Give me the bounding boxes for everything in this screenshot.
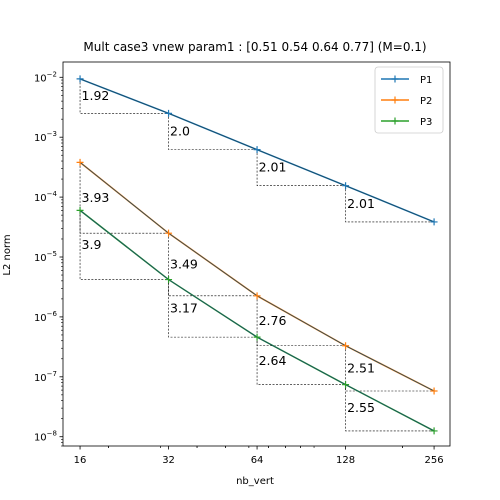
y-tick-base: 10 — [34, 253, 47, 264]
y-tick-exponent: −2 — [47, 70, 57, 78]
slope-label-P1-2: 2.0 — [170, 123, 190, 138]
slope-label-P3-3: 2.64 — [259, 353, 287, 368]
slope-label-P3-1: 3.9 — [82, 237, 102, 252]
y-tick-exponent: −3 — [47, 130, 57, 138]
y-tick-exponent: −6 — [47, 310, 58, 318]
data-point-P3-2 — [165, 276, 173, 284]
data-point-P2-3 — [253, 292, 261, 300]
slope-triangle-P2-4 — [345, 345, 435, 392]
x-tick-label-2: 32 — [162, 455, 175, 466]
data-point-P3-4 — [342, 381, 350, 389]
slope-triangle-P3-4 — [345, 384, 435, 432]
slope-label-P2-4: 2.51 — [347, 360, 375, 375]
x-tick-label-1: 16 — [74, 455, 87, 466]
y-tick-base: 10 — [34, 73, 47, 84]
legend-marker-P2 — [391, 96, 399, 104]
data-point-P1-4 — [342, 182, 350, 190]
plot-area: 1.92 2.0 2.01 2.01 3.93 3.49 2.76 2.51 3.9 3.17 2.… — [34, 61, 451, 466]
y-tick-label-3: 10−6 — [34, 310, 58, 324]
data-point-P3-5 — [430, 427, 438, 435]
y-tick-label-7: 10−2 — [34, 70, 57, 84]
y-tick-exponent: −8 — [47, 430, 57, 438]
slope-triangle-P3-3 — [256, 337, 346, 385]
y-tick-exponent: −7 — [47, 370, 57, 378]
slope-label-P2-2: 3.49 — [170, 256, 198, 271]
data-point-P2-2 — [165, 229, 173, 237]
slope-triangle-P1-2 — [168, 113, 258, 150]
x-tick-label-5: 256 — [425, 455, 444, 466]
legend-label-P2: P2 — [420, 96, 432, 107]
slope-label-P3-4: 2.55 — [347, 400, 375, 415]
slope-label-P3-2: 3.17 — [170, 300, 198, 315]
axes-frame — [62, 61, 451, 447]
data-point-P3-1 — [76, 206, 84, 214]
y-tick-label-6: 10−3 — [34, 130, 57, 144]
data-point-P1-1 — [76, 75, 84, 83]
y-tick-base: 10 — [34, 193, 47, 204]
y-tick-base: 10 — [34, 133, 47, 144]
legend-label-P1: P1 — [420, 75, 432, 86]
slope-label-P1-4: 2.01 — [347, 196, 375, 211]
y-tick-label-1: 10−8 — [34, 430, 57, 444]
y-tick-base: 10 — [34, 313, 47, 324]
slope-triangle-P3-2 — [168, 279, 258, 338]
slope-label-P1-3: 2.01 — [259, 160, 287, 175]
legend-label-P3: P3 — [420, 117, 432, 128]
legend-marker-P1 — [391, 75, 399, 83]
slope-label-P2-1: 3.93 — [82, 190, 110, 205]
slope-label-P2-3: 2.76 — [259, 313, 287, 328]
y-tick-base: 10 — [34, 373, 47, 384]
data-point-P1-3 — [253, 146, 261, 154]
y-tick-exponent: −4 — [47, 190, 58, 198]
data-point-P2-4 — [342, 342, 350, 350]
y-tick-label-2: 10−7 — [34, 370, 57, 384]
data-point-P3-3 — [253, 333, 261, 341]
data-point-P1-2 — [165, 109, 173, 117]
chart-title: Mult case3 vnew param1 : [0.51 0.54 0.64… — [83, 40, 426, 54]
y-tick-exponent: −5 — [47, 250, 57, 258]
y-tick-label-5: 10−4 — [34, 190, 58, 204]
data-point-P1-5 — [430, 218, 438, 226]
y-tick-label-4: 10−5 — [34, 250, 57, 264]
y-axis-title: L2 norm — [2, 234, 13, 275]
x-tick-label-3: 64 — [251, 455, 264, 466]
slope-triangle-P1-1 — [79, 78, 169, 114]
x-axis-title: nb_vert — [236, 476, 274, 487]
slope-triangle-P1-3 — [256, 149, 346, 186]
slope-label-P1-1: 1.92 — [82, 88, 110, 103]
data-point-P2-1 — [76, 158, 84, 166]
y-tick-base: 10 — [34, 433, 47, 444]
legend-marker-P3 — [391, 117, 399, 125]
data-point-P2-5 — [430, 387, 438, 395]
x-tick-label-4: 128 — [336, 455, 355, 466]
slope-triangle-P1-4 — [345, 185, 435, 223]
